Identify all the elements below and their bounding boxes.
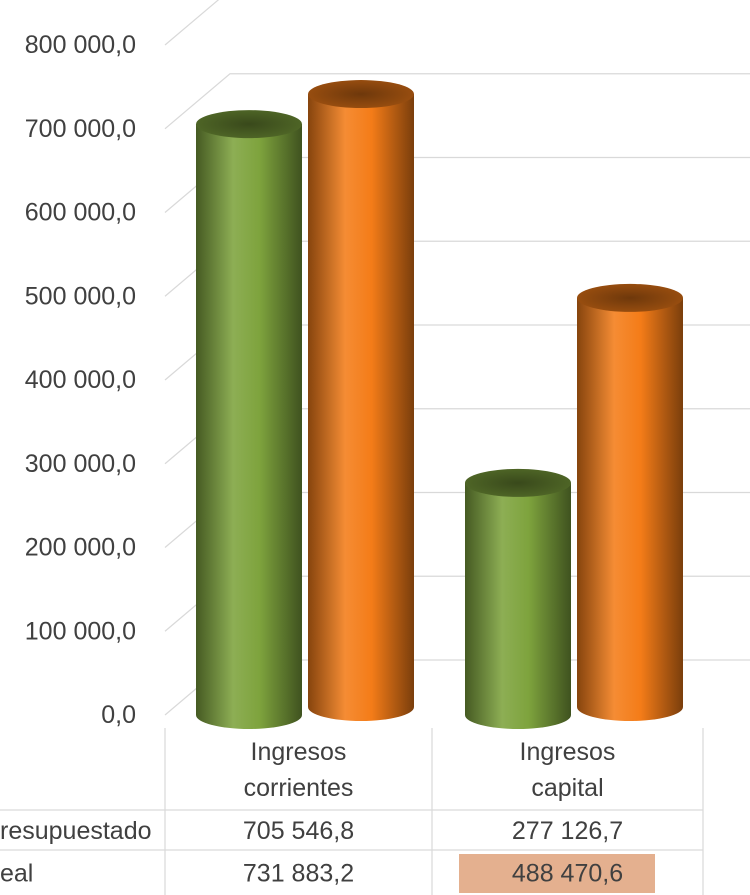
category-label: capital	[531, 774, 603, 802]
y-tick-label: 500 000,0	[25, 282, 136, 310]
y-tick-label: 700 000,0	[25, 115, 136, 143]
bar-body	[577, 297, 683, 721]
data-table: Ingresos corrientes Ingresos capital resupue…	[0, 728, 704, 895]
bar-top	[196, 110, 302, 139]
highlighted-cell	[459, 854, 655, 893]
bar-body	[465, 482, 571, 729]
gridline	[164, 73, 750, 130]
category-label: corrientes	[244, 774, 354, 802]
y-tick-label: 300 000,0	[25, 450, 136, 478]
y-axis-ticks: 0,0 100 000,0 200 000,0 300 000,0 400 000,0 5…	[25, 31, 136, 729]
category-label: Ingresos	[520, 738, 616, 766]
bar	[308, 80, 414, 721]
bar	[577, 283, 683, 721]
data-value-label: 705 546,8	[243, 817, 354, 845]
series-name: resupuestado	[0, 817, 152, 845]
data-value-label: 488 470,6	[512, 860, 623, 888]
y-tick-label: 600 000,0	[25, 199, 136, 227]
series-name: eal	[0, 860, 33, 888]
bar-body	[196, 124, 302, 729]
bar-top	[465, 468, 571, 497]
data-value-label: 277 126,7	[512, 817, 623, 845]
bar-top	[577, 283, 683, 312]
y-tick-label: 200 000,0	[25, 534, 136, 562]
bar-body	[308, 94, 414, 721]
y-tick-label: 400 000,0	[25, 366, 136, 394]
y-tick-label: 800 000,0	[25, 31, 136, 59]
bar	[465, 468, 571, 729]
data-value-label: 731 883,2	[243, 860, 354, 888]
bar	[196, 110, 302, 729]
y-tick-label: 100 000,0	[25, 617, 136, 645]
category-label: Ingresos	[251, 738, 347, 766]
gridline	[164, 0, 220, 46]
bars	[196, 80, 683, 729]
y-tick-label: 0,0	[101, 701, 136, 729]
bar-top	[308, 80, 414, 109]
